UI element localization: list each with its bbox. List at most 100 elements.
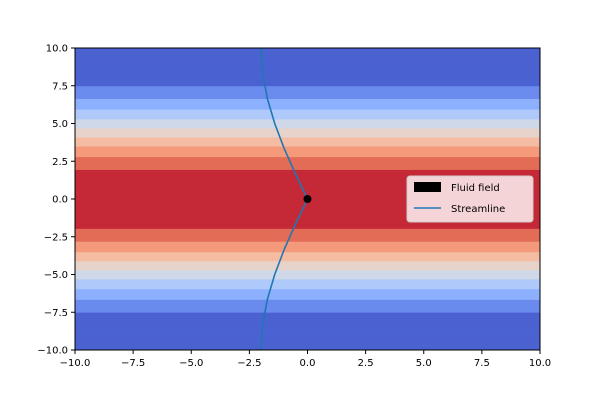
field-band [75,190,540,192]
field-band [75,208,540,210]
field-band [75,222,540,224]
x-tick-label: −7.5 [121,358,145,369]
field-band [75,84,540,87]
field-band [75,319,540,321]
field-band [75,49,540,51]
field-band [75,170,540,172]
field-band [75,109,540,111]
field-band [75,232,540,234]
field-band [75,316,540,318]
field-band [75,155,540,157]
field-band [75,91,540,93]
x-tick-label: 0.0 [300,358,316,369]
field-band [75,233,540,235]
field-band [75,225,540,227]
field-band [75,186,540,189]
field-band [75,163,540,165]
field-band [75,272,540,274]
field-band [75,78,540,80]
field-band [75,300,540,302]
field-band [75,155,540,158]
field-band [75,342,540,344]
legend: Fluid field Streamline [406,175,534,223]
field-band [75,285,540,287]
field-band [75,157,540,159]
field-band [75,182,540,184]
field-band [75,315,540,317]
field-band [75,112,540,115]
field-band [75,138,540,140]
field-band [75,83,540,85]
field-band [75,189,540,192]
field-band [75,115,540,118]
field-band [75,181,540,183]
field-band [75,282,540,284]
field-band [75,257,540,260]
field-band [75,144,540,146]
field-band [75,213,540,215]
field-band [75,242,540,244]
field-band [75,126,540,128]
y-tick-label: 10.0 [46,44,68,55]
field-band [75,224,540,226]
field-band [75,303,540,306]
field-band [75,192,540,195]
field-band [75,89,540,91]
field-band [75,341,540,343]
field-band [75,216,540,218]
field-band [75,276,540,278]
field-band [75,258,540,260]
field-band [75,158,540,161]
field-band [75,257,540,259]
field-band [75,237,540,239]
field-band [75,254,540,257]
field-band [75,323,540,325]
field-band [75,149,540,151]
field-band [75,142,540,144]
field-band [75,259,540,261]
field-band [75,282,540,284]
field-band [75,221,540,223]
field-band [75,205,540,207]
field-band [75,232,540,235]
field-band [75,55,540,57]
field-band [75,271,540,273]
field-band [75,103,540,105]
field-band [75,103,540,106]
field-band [75,64,540,66]
field-band [75,152,540,155]
field-band [75,344,540,346]
field-band [75,229,540,232]
field-band [75,309,540,311]
x-tick-label: 7.5 [474,358,490,369]
field-band [75,227,540,229]
field-band [75,162,540,164]
field-band [75,107,540,109]
field-band [75,134,540,136]
field-band [75,121,540,124]
field-band [75,191,540,193]
field-band [75,336,540,338]
field-band [75,235,540,238]
field-band [75,204,540,206]
y-tick-label: 2.5 [52,157,68,168]
field-band [75,165,540,167]
field-band [75,316,540,318]
field-band [75,206,540,208]
y-tick-label: −5.0 [44,270,68,281]
field-band [75,112,540,114]
x-axis: −10.0 −7.5 −5.0 −2.5 0.0 2.5 5.0 7.5 10.0 [60,350,551,369]
field-band [75,304,540,306]
field-band [75,180,540,183]
field-band [75,67,540,69]
field-band [75,335,540,337]
field-band [75,334,540,336]
field-band [75,114,540,116]
field-band [75,85,540,87]
field-band [75,62,540,64]
field-band [75,193,540,195]
field-band [75,111,540,113]
field-band [75,133,540,135]
field-band [75,75,540,78]
field-band [75,60,540,62]
